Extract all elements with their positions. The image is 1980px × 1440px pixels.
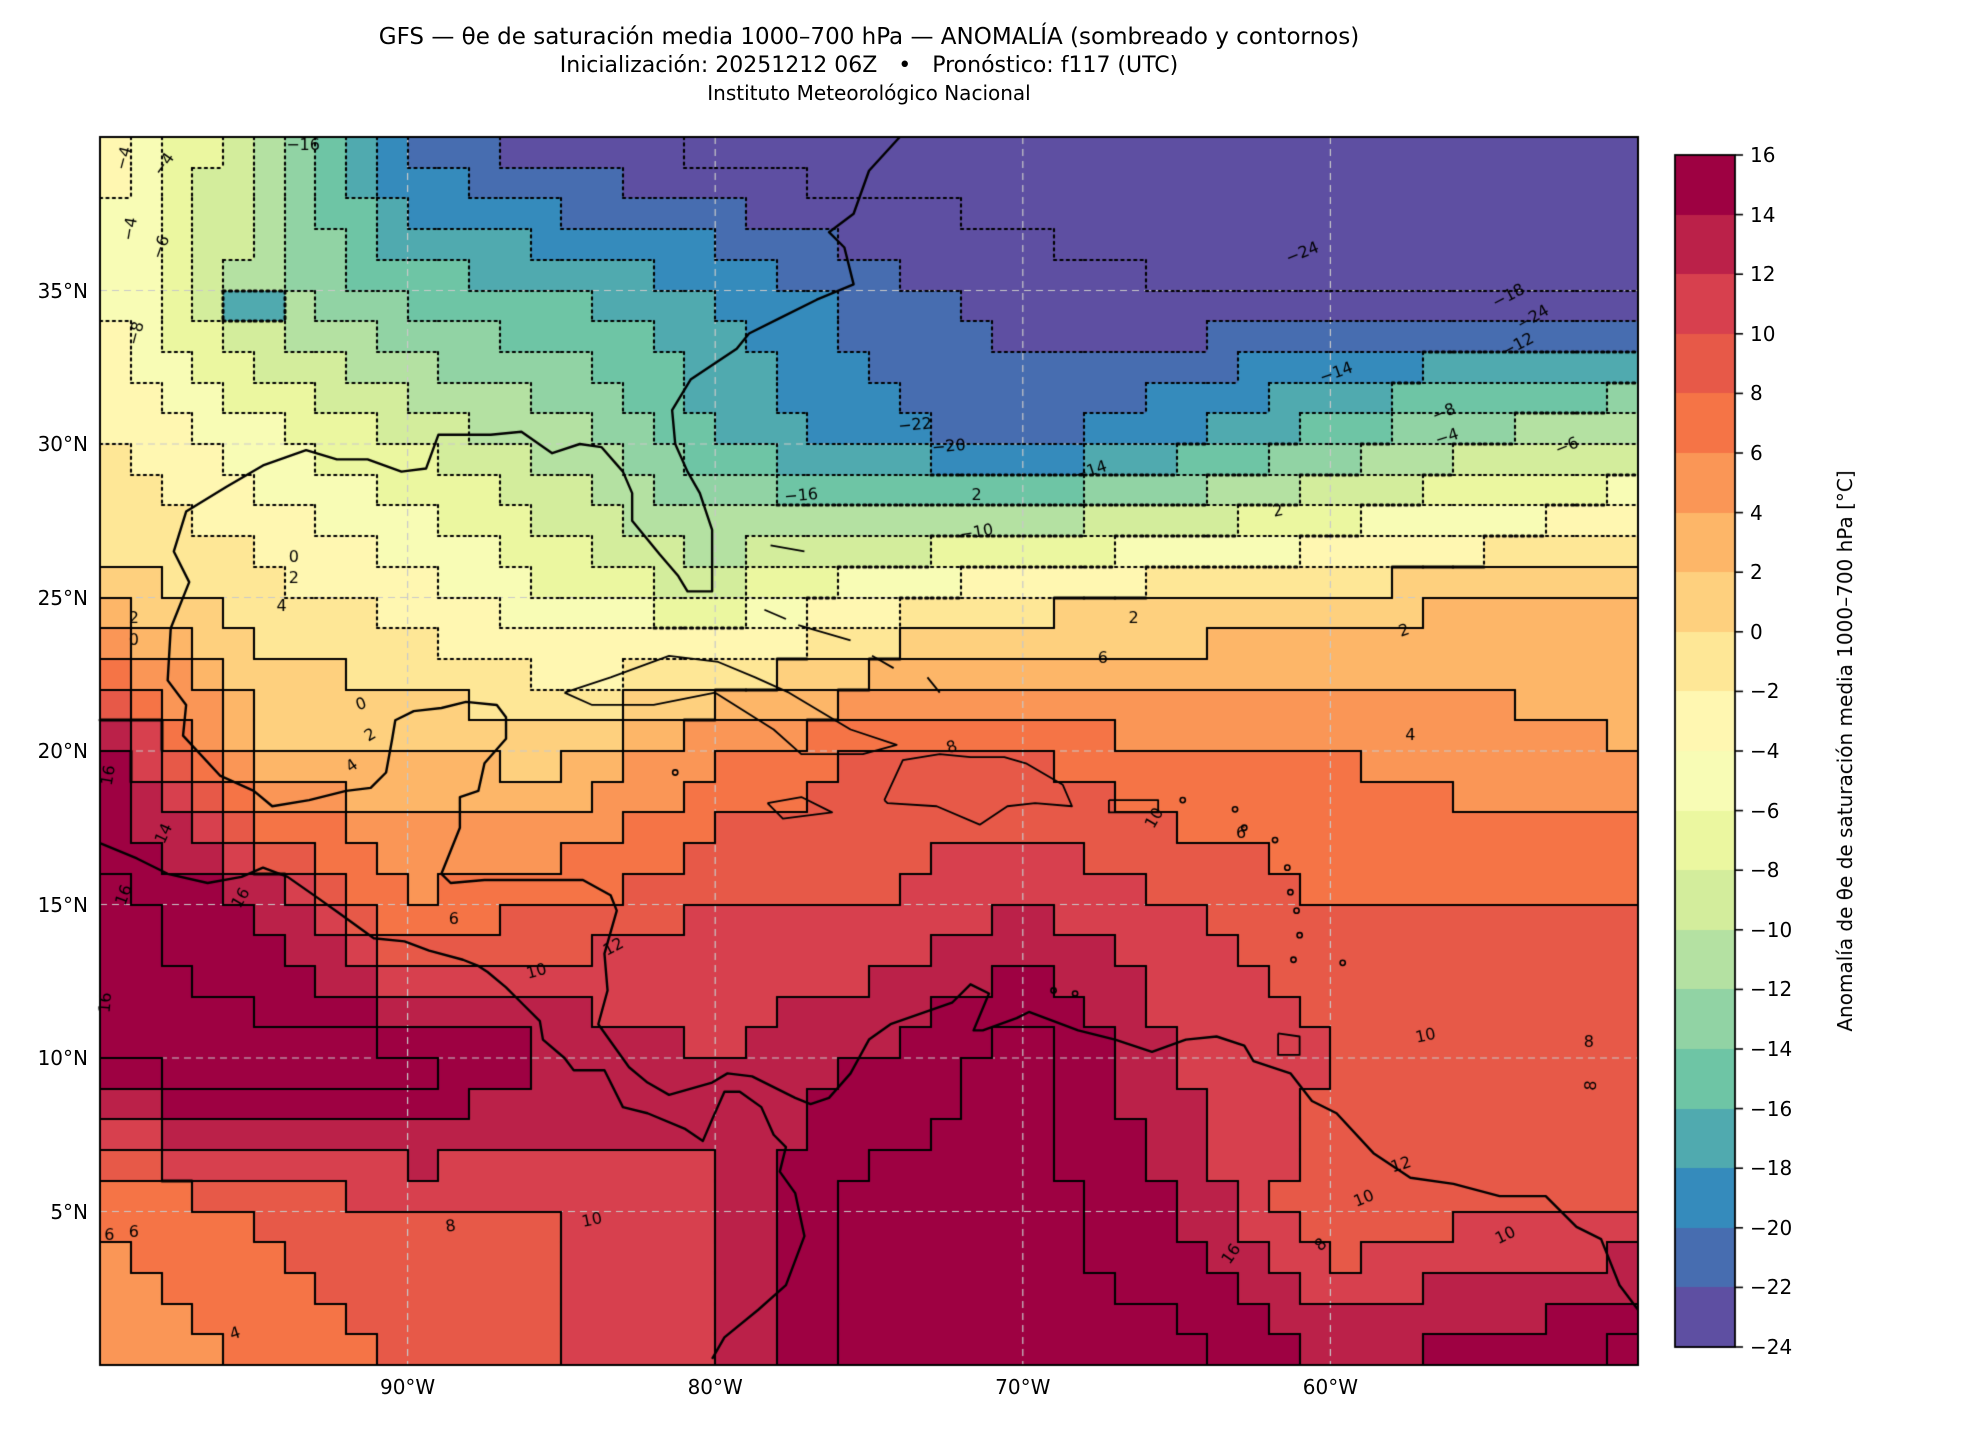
- colorbar-tick-label: −10: [1750, 917, 1793, 942]
- colorbar-tick-label: 2: [1750, 560, 1763, 585]
- colorbar-tick-label: −6: [1750, 798, 1780, 823]
- colorbar-tick-label: −12: [1750, 977, 1793, 1002]
- colorbar-tick-label: −16: [1750, 1096, 1793, 1121]
- colorbar-tick-label: 8: [1750, 381, 1763, 406]
- x-tick-label: 70°W: [995, 1375, 1051, 1399]
- y-tick-label: 30°N: [37, 432, 88, 456]
- colorbar-tick-label: −4: [1750, 739, 1780, 763]
- colorbar-tick-label: −24: [1750, 1335, 1793, 1359]
- y-tick-label: 35°N: [37, 278, 88, 303]
- colorbar-tick-label: −14: [1750, 1037, 1793, 1061]
- colorbar-tick-label: 6: [1750, 441, 1763, 465]
- colorbar-tick-label: −20: [1750, 1215, 1793, 1240]
- x-tick-label: 60°W: [1302, 1375, 1359, 1399]
- colorbar-tick-label: 4: [1750, 500, 1763, 525]
- y-tick-label: 5°N: [50, 1199, 88, 1224]
- colorbar-tick-label: 12: [1750, 262, 1776, 287]
- colorbar-tick-label: −2: [1750, 679, 1780, 704]
- y-tick-label: 20°N: [37, 739, 88, 763]
- colorbar-tick-label: −18: [1750, 1156, 1793, 1181]
- x-tick-label: 90°W: [379, 1375, 436, 1399]
- colorbar-tick-label: −22: [1750, 1275, 1793, 1300]
- colorbar-tick-label: 14: [1750, 202, 1776, 227]
- colorbar-tick-label: 16: [1750, 143, 1776, 167]
- y-tick-label: 15°N: [37, 892, 88, 917]
- colorbar-tick-label: 0: [1750, 619, 1763, 644]
- x-tick-label: 80°W: [687, 1375, 743, 1399]
- chart-institution: Instituto Meteorológico Nacional: [707, 81, 1031, 105]
- y-tick-label: 10°N: [37, 1046, 88, 1070]
- chart-subtitle: Inicialización: 20251212 06Z • Pronóstic…: [559, 53, 1179, 78]
- chart-title: GFS — θe de saturación media 1000–700 hP…: [378, 24, 1360, 50]
- colorbar-tick-label: 10: [1750, 321, 1776, 346]
- y-tick-label: 25°N: [37, 585, 88, 610]
- colorbar-axis-label: Anomalía de θe de saturación media 1000–…: [1833, 470, 1857, 1032]
- colorbar-tick-label: −8: [1750, 858, 1780, 883]
